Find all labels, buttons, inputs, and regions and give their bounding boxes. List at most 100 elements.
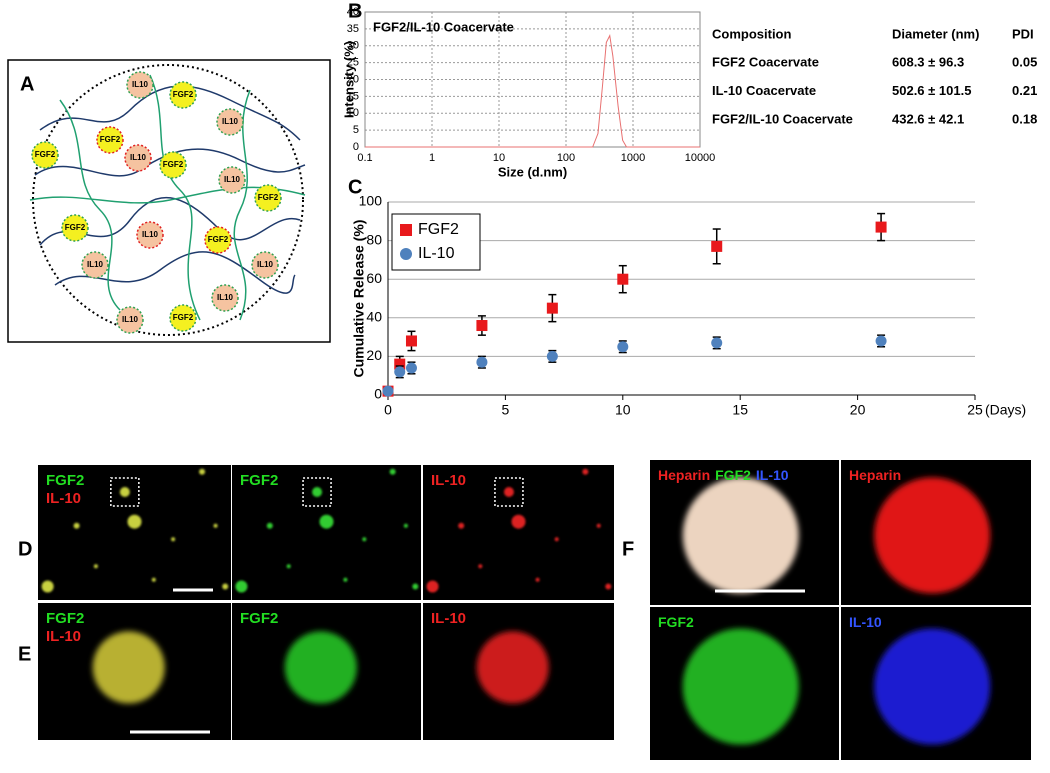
panel-letter: F xyxy=(622,538,634,560)
particle xyxy=(213,523,218,528)
data-point xyxy=(546,302,558,314)
diagram-node xyxy=(218,166,246,194)
data-point xyxy=(617,341,629,353)
particle xyxy=(874,477,991,594)
diagram-node xyxy=(251,251,279,279)
y-tick-label: 20 xyxy=(366,347,382,363)
micrograph-label: Heparin FGF2 IL-10 xyxy=(658,467,789,483)
diagram-node-label: FGF2 xyxy=(258,193,279,202)
data-line xyxy=(365,34,700,148)
particle xyxy=(362,537,367,542)
x-tick-label: 15 xyxy=(732,402,748,418)
data-point xyxy=(476,356,488,368)
table-header: Composition xyxy=(712,26,791,41)
x-tick-label: 0.1 xyxy=(357,152,372,164)
data-point xyxy=(617,273,629,285)
zoom-box xyxy=(494,477,524,507)
data-point xyxy=(711,337,723,349)
label-word: FGF2 xyxy=(658,614,694,630)
particle xyxy=(426,580,439,593)
particle xyxy=(511,514,526,529)
y-tick-label: 100 xyxy=(359,193,383,209)
diagram-node xyxy=(169,81,197,109)
panel-letter: B xyxy=(348,0,362,22)
particle xyxy=(41,580,54,593)
particle xyxy=(874,628,991,745)
diagram-node-label: FGF2 xyxy=(208,235,229,244)
particle xyxy=(284,631,357,704)
micrograph-label: IL-10 xyxy=(46,490,81,507)
diagram-node xyxy=(81,251,109,279)
data-point xyxy=(394,366,406,378)
diagram-node-label: IL10 xyxy=(87,260,104,269)
particle xyxy=(286,564,291,569)
legend-swatch xyxy=(400,248,412,260)
table-header: PDI xyxy=(1012,26,1034,41)
data-point xyxy=(711,240,723,252)
diagram-node-label: IL10 xyxy=(217,293,234,302)
table-cell: 608.3 ± 96.3 xyxy=(892,54,964,69)
micrograph-label: FGF2 xyxy=(240,610,278,627)
legend-label: IL-10 xyxy=(418,245,455,262)
y-tick-label: 40 xyxy=(347,6,359,18)
diagram-node-label: FGF2 xyxy=(35,150,56,159)
particle xyxy=(605,583,612,590)
label-word: Heparin xyxy=(849,467,901,483)
data-point xyxy=(875,335,887,347)
particle xyxy=(151,577,156,582)
y-axis-label: Cumulative Release (%) xyxy=(351,220,367,378)
micrograph-label: Heparin xyxy=(849,467,901,483)
diagram-node xyxy=(254,184,282,212)
panel-letter: D xyxy=(18,538,32,560)
label-word: Heparin xyxy=(658,467,710,483)
chart-title: FGF2/IL-10 Coacervate xyxy=(373,19,514,34)
y-tick-label: 25 xyxy=(347,57,359,69)
table-cell: 0.18 xyxy=(1012,111,1037,126)
diagram-node xyxy=(61,214,89,242)
particle xyxy=(171,537,176,542)
particle xyxy=(389,468,396,475)
y-tick-label: 0 xyxy=(374,386,382,402)
data-point xyxy=(405,335,417,347)
particle xyxy=(458,522,465,529)
micrograph-label: FGF2 xyxy=(240,472,278,489)
x-tick-label: 10000 xyxy=(685,152,716,164)
x-axis-label: Size (d.nm) xyxy=(498,164,567,179)
diagram-node-label: FGF2 xyxy=(65,223,86,232)
particle xyxy=(503,487,514,497)
particle xyxy=(682,628,799,745)
panel-letter: A xyxy=(20,73,34,95)
micrograph xyxy=(38,465,231,600)
x-tick-label: 100 xyxy=(557,152,575,164)
table-header: Diameter (nm) xyxy=(892,26,979,41)
particle xyxy=(127,514,142,529)
x-tick-label: 1 xyxy=(429,152,435,164)
data-point xyxy=(405,362,417,374)
table-cell: 0.21 xyxy=(1012,83,1037,98)
particle xyxy=(266,522,273,529)
diagram-node-label: IL10 xyxy=(122,315,139,324)
legend-label: FGF2 xyxy=(418,221,459,238)
data-point xyxy=(546,350,558,362)
micrograph-label: IL-10 xyxy=(431,472,466,489)
micrograph xyxy=(423,465,614,600)
diagram-node-label: IL10 xyxy=(142,230,159,239)
particle xyxy=(476,631,549,704)
particle xyxy=(554,537,559,542)
diagram-node xyxy=(31,141,59,169)
y-tick-label: 20 xyxy=(347,73,359,85)
particle xyxy=(92,631,165,704)
y-axis-label: Intensity (%) xyxy=(341,41,356,118)
particle xyxy=(222,583,229,590)
panel-letter: C xyxy=(348,176,362,198)
micrograph-label: FGF2 xyxy=(658,614,694,630)
table-cell: 502.6 ± 101.5 xyxy=(892,83,971,98)
diagram-node-label: FGF2 xyxy=(173,90,194,99)
particle xyxy=(582,468,589,475)
particle xyxy=(312,487,323,497)
diagram-node xyxy=(211,284,239,312)
x-tick-label: 1000 xyxy=(621,152,645,164)
x-axis-label: (Days) xyxy=(985,402,1026,418)
panel-letter: E xyxy=(18,643,31,665)
